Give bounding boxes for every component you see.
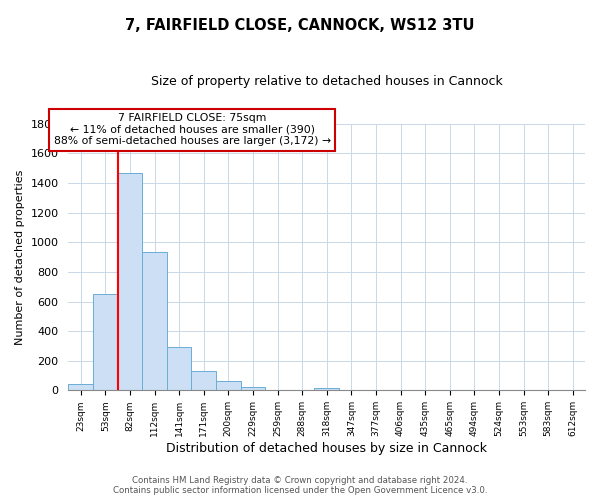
Bar [216,380,241,390]
X-axis label: Distribution of detached houses by size in Cannock: Distribution of detached houses by size … [166,442,487,455]
Text: 7 FAIRFIELD CLOSE: 75sqm
← 11% of detached houses are smaller (390)
88% of semi-: 7 FAIRFIELD CLOSE: 75sqm ← 11% of detach… [54,113,331,146]
Y-axis label: Number of detached properties: Number of detached properties [15,170,25,345]
Bar [314,388,339,390]
Bar [118,172,142,390]
Bar [142,252,167,390]
Title: Size of property relative to detached houses in Cannock: Size of property relative to detached ho… [151,75,503,88]
Text: 7, FAIRFIELD CLOSE, CANNOCK, WS12 3TU: 7, FAIRFIELD CLOSE, CANNOCK, WS12 3TU [125,18,475,32]
Bar [68,384,93,390]
Bar [191,371,216,390]
Bar [93,294,118,390]
Text: Contains HM Land Registry data © Crown copyright and database right 2024.
Contai: Contains HM Land Registry data © Crown c… [113,476,487,495]
Bar [167,346,191,391]
Bar [241,386,265,390]
